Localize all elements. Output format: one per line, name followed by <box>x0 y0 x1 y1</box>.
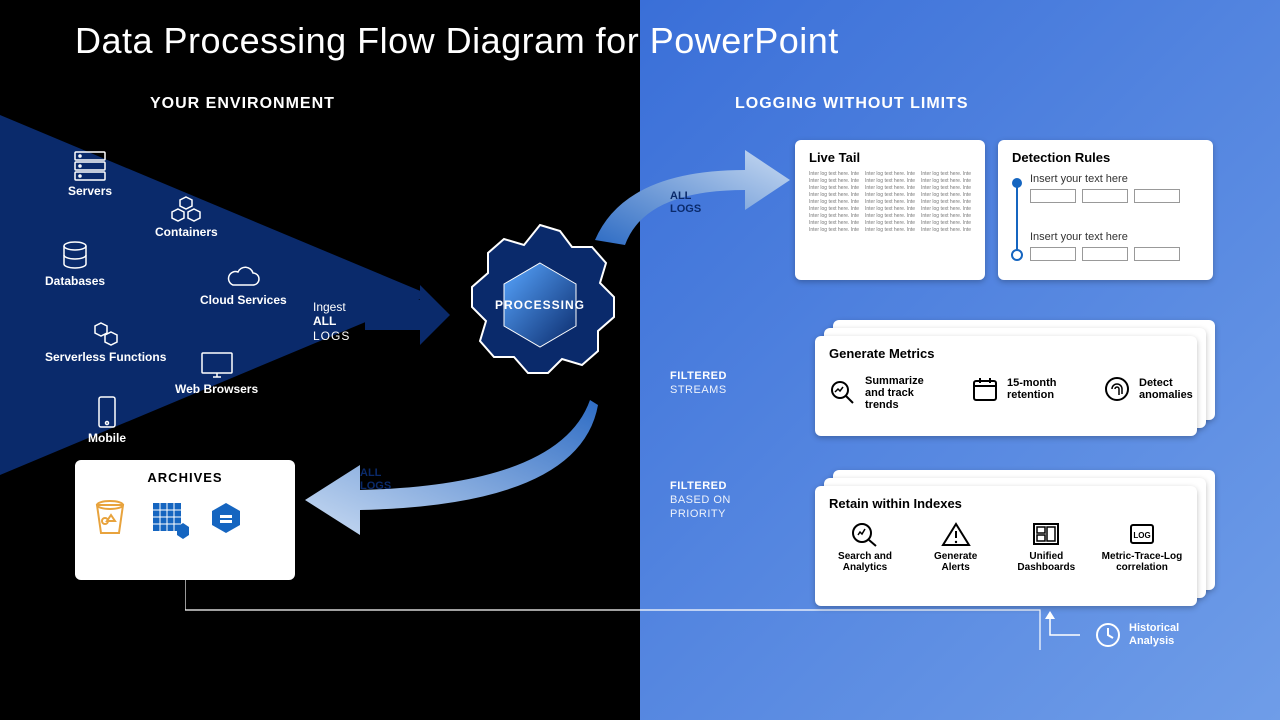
env-label: Mobile <box>88 431 126 445</box>
right-section-header: LOGGING WITHOUT LIMITS <box>735 95 969 113</box>
metric-label: Detect anomalies <box>1139 377 1199 401</box>
historical-arrow <box>1035 605 1085 655</box>
stream-b: FILTERED <box>670 370 727 384</box>
bucket-icon <box>89 497 131 539</box>
dashboard-icon <box>1031 521 1061 547</box>
index-label: Metric-Trace-Log correlation <box>1101 551 1183 573</box>
env-cloud: Cloud Services <box>200 265 287 307</box>
gear-label: PROCESSING <box>495 298 585 312</box>
metric-item-1: 15-month retention <box>971 375 1077 403</box>
arrow-down-label: ALL LOGS <box>360 467 391 493</box>
ingest-l3: LOGS <box>313 329 350 343</box>
livetail-card: Live Tail Inter log text here. Inter log… <box>795 140 985 280</box>
metrics-header: Generate Metrics <box>829 346 1183 361</box>
detection-boxes-1 <box>1030 189 1199 203</box>
stream-b: FILTERED <box>670 480 731 494</box>
index-label: Generate Alerts <box>920 551 992 573</box>
index-label: Search and Analytics <box>829 551 901 573</box>
env-databases: Databases <box>45 240 105 288</box>
env-label: Web Browsers <box>175 382 258 396</box>
env-servers: Servers <box>68 150 112 198</box>
env-containers: Containers <box>155 195 218 239</box>
detection-header: Detection Rules <box>1012 150 1199 165</box>
stream-r: BASED ON PRIORITY <box>670 494 731 522</box>
index-item-3: LOG Metric-Trace-Log correlation <box>1101 521 1183 573</box>
metric-item-2: Detect anomalies <box>1103 375 1199 403</box>
alert-icon <box>941 521 971 547</box>
detection-field-2: Insert your text here <box>1030 231 1199 243</box>
hex-icon <box>45 320 166 348</box>
detection-boxes-2 <box>1030 247 1199 261</box>
livetail-header: Live Tail <box>809 150 971 165</box>
fingerprint-icon <box>1103 375 1131 403</box>
ingest-label: Ingest ALL LOGS <box>313 300 350 343</box>
env-label: Databases <box>45 274 105 288</box>
monitor-icon <box>175 350 258 380</box>
indexes-stack: Retain within Indexes Search and Analyti… <box>815 470 1215 605</box>
arrow-l2: LOGS <box>670 203 701 216</box>
metric-label: Summarize and track trends <box>865 375 945 411</box>
calendar-icon <box>971 375 999 403</box>
left-section-header: YOUR ENVIRONMENT <box>150 95 335 113</box>
historical-label: Historical Analysis <box>1129 622 1199 648</box>
svg-text:LOG: LOG <box>1133 531 1150 540</box>
metric-item-0: Summarize and track trends <box>829 375 945 411</box>
env-label: Servers <box>68 184 112 198</box>
ingest-l1: Ingest <box>313 300 350 314</box>
index-item-0: Search and Analytics <box>829 521 901 573</box>
log-icon: LOG <box>1127 521 1157 547</box>
index-item-1: Generate Alerts <box>920 521 992 573</box>
server-icon <box>68 150 112 182</box>
env-label: Serverless Functions <box>45 350 166 364</box>
cubes-icon <box>155 195 218 223</box>
grid-icon <box>149 497 191 539</box>
stream-label-1: FILTERED STREAMS <box>670 370 727 398</box>
historical-analysis: Historical Analysis <box>1095 622 1199 648</box>
ingest-l2: ALL <box>313 314 350 328</box>
search-analytics-icon <box>850 521 880 547</box>
arrow-l1: ALL <box>360 467 391 480</box>
timeline-icon <box>1010 177 1024 263</box>
archives-header: ARCHIVES <box>89 470 281 485</box>
page-title: Data Processing Flow Diagram for PowerPo… <box>75 20 839 62</box>
env-serverless: Serverless Functions <box>45 320 166 364</box>
index-item-2: Unified Dashboards <box>1010 521 1082 573</box>
livetail-filler: Inter log text here. Inter log text here… <box>809 171 971 234</box>
arrow-l1: ALL <box>670 190 701 203</box>
env-label: Cloud Services <box>200 293 287 307</box>
index-label: Unified Dashboards <box>1010 551 1082 573</box>
hex-storage-icon <box>209 501 243 535</box>
magnify-trend-icon <box>829 379 857 407</box>
db-icon <box>45 240 105 272</box>
env-mobile: Mobile <box>88 395 126 445</box>
detection-field-1: Insert your text here <box>1030 173 1199 185</box>
archives-card: ARCHIVES <box>75 460 295 580</box>
metrics-stack: Generate Metrics Summarize and track tre… <box>815 320 1215 435</box>
detection-card: Detection Rules Insert your text here In… <box>998 140 1213 280</box>
arrow-up-label: ALL LOGS <box>670 190 701 216</box>
stream-r: STREAMS <box>670 384 727 398</box>
metric-label: 15-month retention <box>1007 377 1077 401</box>
clock-icon <box>1095 622 1121 648</box>
env-label: Containers <box>155 225 218 239</box>
stream-label-2: FILTERED BASED ON PRIORITY <box>670 480 731 521</box>
env-browsers: Web Browsers <box>175 350 258 396</box>
phone-icon <box>88 395 126 429</box>
cloud-icon <box>200 265 287 291</box>
arrow-l2: LOGS <box>360 480 391 493</box>
arrow-down-left <box>300 395 600 535</box>
arrow-into-gear <box>365 285 450 345</box>
indexes-header: Retain within Indexes <box>829 496 1183 511</box>
